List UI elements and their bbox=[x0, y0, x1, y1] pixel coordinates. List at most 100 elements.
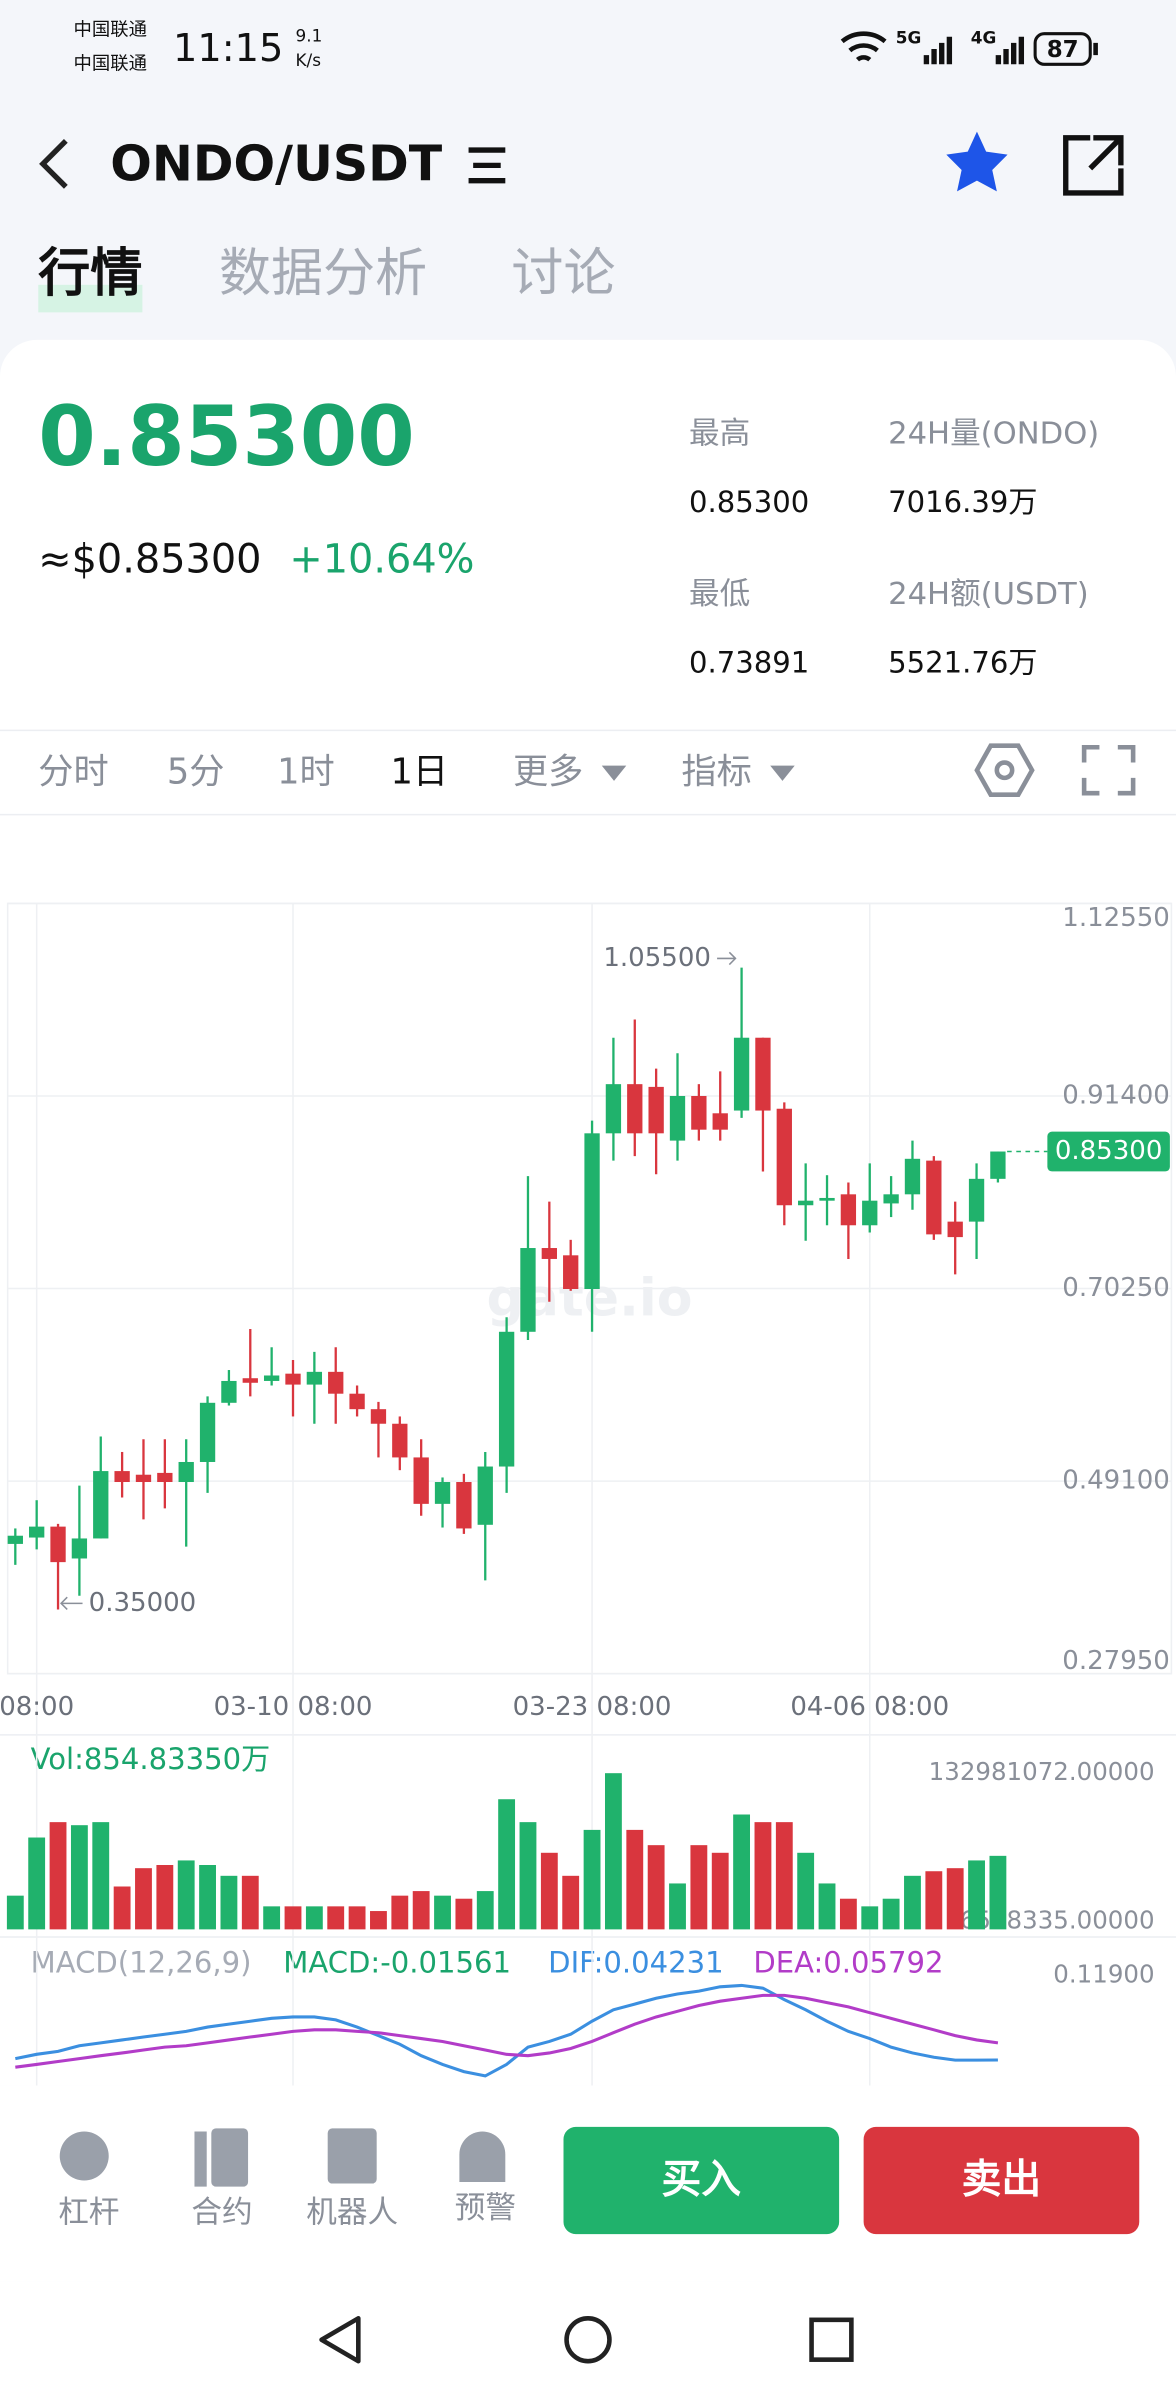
candle-body bbox=[306, 1371, 323, 1385]
nav-home[interactable] bbox=[564, 2316, 612, 2364]
tab-active[interactable]: 行情 bbox=[38, 244, 142, 304]
favorite-star[interactable] bbox=[946, 131, 1008, 192]
y-tick-label: 132981072.00000 bbox=[929, 1757, 1155, 1786]
fullscreen-button[interactable] bbox=[1081, 744, 1136, 796]
interval[interactable]: 5分 bbox=[167, 751, 225, 792]
volume-bar bbox=[946, 1868, 964, 1930]
nav-bg bbox=[0, 2281, 1176, 2400]
macd-line bbox=[15, 1983, 998, 2078]
y-tick-label: 0.91400 bbox=[1062, 1080, 1170, 1110]
candle-body bbox=[520, 1248, 536, 1332]
x-tick-label: 04-06 08:00 bbox=[790, 1692, 949, 1722]
tool-icon bbox=[459, 2131, 506, 2183]
candle-body bbox=[135, 1474, 152, 1483]
max-marker-head bbox=[728, 951, 737, 966]
candle-body bbox=[968, 1178, 985, 1222]
volume-bar bbox=[199, 1865, 216, 1930]
buy-button[interactable] bbox=[563, 2126, 840, 2235]
tab[interactable]: 讨论 bbox=[511, 244, 615, 304]
interval-active[interactable]: 1日 bbox=[390, 751, 448, 792]
volume-bar bbox=[797, 1852, 815, 1930]
battery-icon bbox=[1033, 32, 1092, 66]
candle-body bbox=[947, 1221, 963, 1238]
candle-body bbox=[840, 1194, 857, 1226]
net-speed: 9.1 bbox=[296, 26, 323, 46]
volume-bar bbox=[498, 1799, 516, 1930]
price-change: +10.64% bbox=[289, 536, 474, 582]
tool-label[interactable]: 合约 bbox=[191, 2196, 252, 2231]
volume-bar bbox=[904, 1875, 921, 1930]
clock: 11:15 bbox=[173, 26, 283, 71]
x-tick-label: 03-10 08:00 bbox=[214, 1692, 373, 1722]
tool-label[interactable]: 机器人 bbox=[306, 2196, 398, 2231]
dropdown-arrow bbox=[601, 765, 627, 781]
candle-body bbox=[904, 1158, 921, 1195]
signal-icon bbox=[995, 36, 1025, 65]
candle-body bbox=[7, 1535, 23, 1544]
y-tick-label: 0.27950 bbox=[1062, 1646, 1170, 1676]
interval-more[interactable]: 更多 bbox=[513, 751, 583, 792]
volume-bar bbox=[476, 1891, 494, 1930]
candle-body bbox=[157, 1472, 173, 1483]
candle-body bbox=[733, 1037, 750, 1111]
candle-body bbox=[755, 1037, 771, 1111]
stat-value: 0.73891 bbox=[689, 646, 809, 680]
settings-dot bbox=[994, 760, 1015, 781]
candle-body bbox=[477, 1466, 493, 1525]
stat-label: 24H额(USDT) bbox=[888, 577, 1089, 612]
min-marker-head bbox=[60, 1596, 68, 1611]
tool-label[interactable]: 杠杆 bbox=[58, 2196, 119, 2231]
sell-label[interactable]: 卖出 bbox=[962, 2157, 1042, 2203]
stat-value: 0.85300 bbox=[689, 485, 809, 519]
y-tick-label: 6548335.00000 bbox=[960, 1906, 1155, 1935]
indicator-menu[interactable]: 指标 bbox=[681, 751, 751, 792]
back-button[interactable] bbox=[39, 138, 68, 189]
volume-bar bbox=[177, 1860, 195, 1930]
volume-bar bbox=[135, 1868, 152, 1930]
bottom-bar: 杠杆 合约 机器人 预警 买入 卖出 bbox=[0, 2085, 1176, 2282]
settings-button[interactable] bbox=[974, 743, 1035, 798]
pair-title: ONDO/USDT bbox=[110, 135, 443, 192]
tool-label[interactable]: 预警 bbox=[455, 2191, 516, 2226]
nav-recents[interactable] bbox=[809, 2317, 854, 2362]
candle-body bbox=[178, 1461, 194, 1483]
volume-bar bbox=[412, 1891, 430, 1930]
volume-bar bbox=[434, 1895, 451, 1930]
stat-value: 5521.76万 bbox=[888, 646, 1037, 680]
y-tick-label: 0.49100 bbox=[1062, 1466, 1170, 1496]
candle-body bbox=[990, 1151, 1006, 1179]
interval[interactable]: 分时 bbox=[38, 751, 108, 792]
candle-body bbox=[392, 1423, 408, 1458]
candle-body bbox=[199, 1402, 216, 1462]
pair-menu[interactable] bbox=[468, 147, 506, 184]
volume-title: Vol:854.83350万 bbox=[31, 1742, 271, 1776]
candle-body bbox=[29, 1526, 45, 1538]
last-price: 0.85300 bbox=[38, 389, 415, 485]
signal-type: 5G bbox=[896, 27, 922, 47]
candle-body bbox=[691, 1095, 707, 1130]
buy-label[interactable]: 买入 bbox=[662, 2157, 742, 2203]
nav-back[interactable] bbox=[319, 2316, 361, 2364]
candle-body bbox=[669, 1095, 686, 1141]
share-button[interactable] bbox=[1063, 135, 1124, 196]
tab[interactable]: 数据分析 bbox=[219, 244, 427, 304]
candle-body bbox=[926, 1160, 942, 1235]
volume-bar bbox=[156, 1865, 174, 1930]
volume-bar bbox=[882, 1898, 900, 1930]
volume-bar bbox=[711, 1852, 729, 1930]
tool-icon bbox=[211, 2128, 249, 2187]
volume-bar bbox=[284, 1906, 302, 1930]
sell-button[interactable] bbox=[863, 2126, 1140, 2235]
tool-icon bbox=[194, 2131, 207, 2187]
candle-body bbox=[50, 1526, 66, 1563]
stat-label: 最低 bbox=[689, 577, 750, 612]
volume-bar bbox=[604, 1773, 622, 1930]
min-marker-label: 0.35000 bbox=[89, 1588, 197, 1618]
status-bar: 中国联通 中国联通 11:15 9.1 K/s 5G 4G 87 bbox=[74, 20, 1098, 74]
volume-bar bbox=[370, 1911, 387, 1930]
volume-bar bbox=[28, 1837, 46, 1930]
volume-bar bbox=[626, 1829, 644, 1930]
volume-bar bbox=[6, 1895, 24, 1930]
interval[interactable]: 1时 bbox=[277, 751, 335, 792]
candle-body bbox=[349, 1393, 365, 1410]
